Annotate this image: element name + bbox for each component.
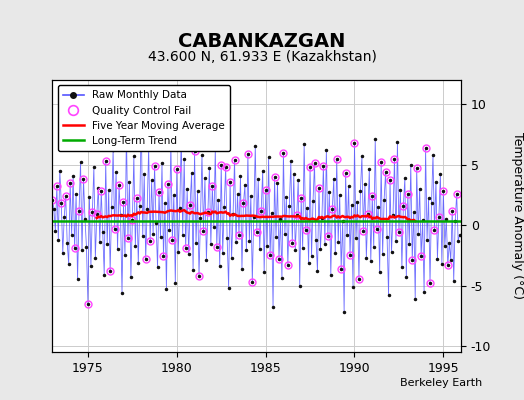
Legend: Raw Monthly Data, Quality Control Fail, Five Year Moving Average, Long-Term Tren: Raw Monthly Data, Quality Control Fail, … (58, 85, 230, 151)
Y-axis label: Temperature Anomaly (°C): Temperature Anomaly (°C) (511, 132, 523, 300)
Text: 43.600 N, 61.933 E (Kazakhstan): 43.600 N, 61.933 E (Kazakhstan) (148, 50, 376, 64)
Text: Berkeley Earth: Berkeley Earth (400, 378, 482, 388)
Text: CABANKAZGAN: CABANKAZGAN (178, 32, 346, 51)
